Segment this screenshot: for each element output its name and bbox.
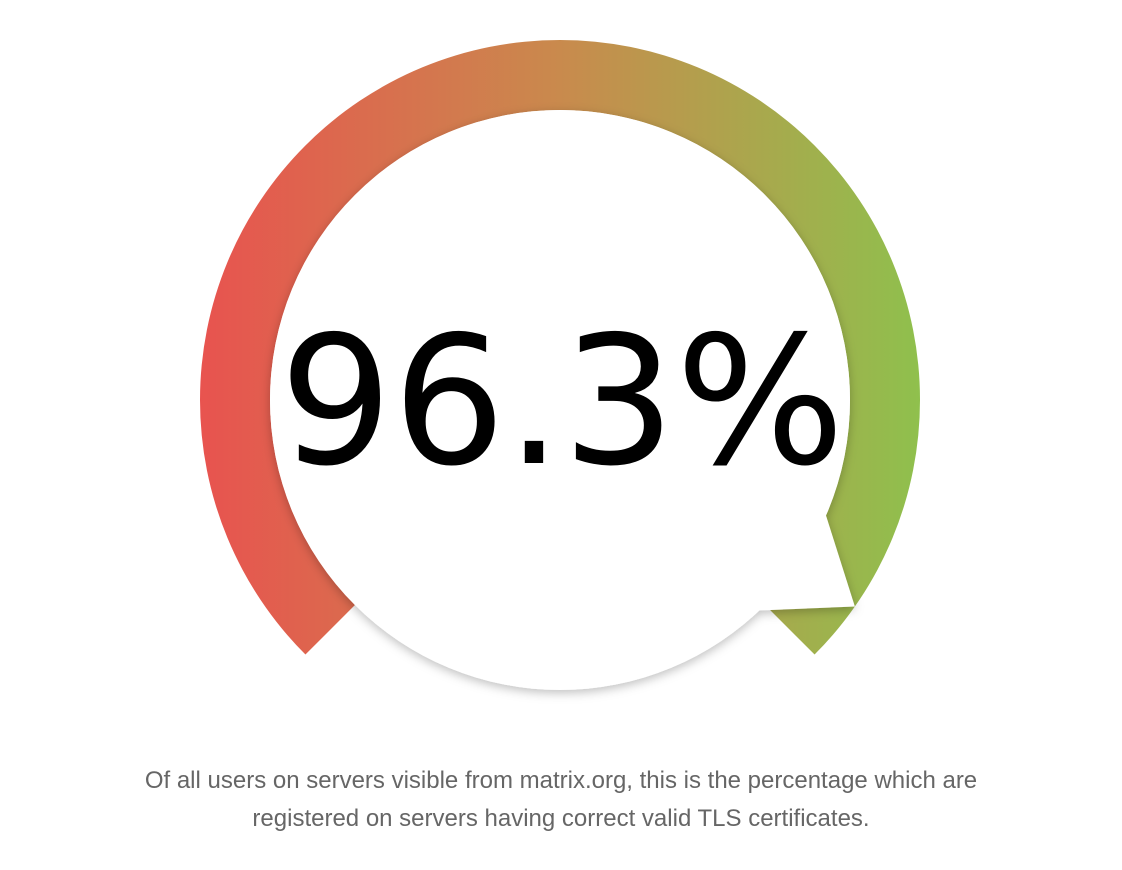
gauge-chart: 96.3% — [200, 40, 920, 690]
caption-line-1: Of all users on servers visible from mat… — [144, 767, 978, 794]
gauge-dial — [270, 110, 855, 690]
gauge-pointer — [756, 512, 855, 611]
caption-line-2: registered on servers having correct val… — [252, 805, 870, 832]
caption: Of all users on servers visible from mat… — [0, 762, 1122, 838]
gauge-value-label: 96.3% — [279, 298, 844, 505]
